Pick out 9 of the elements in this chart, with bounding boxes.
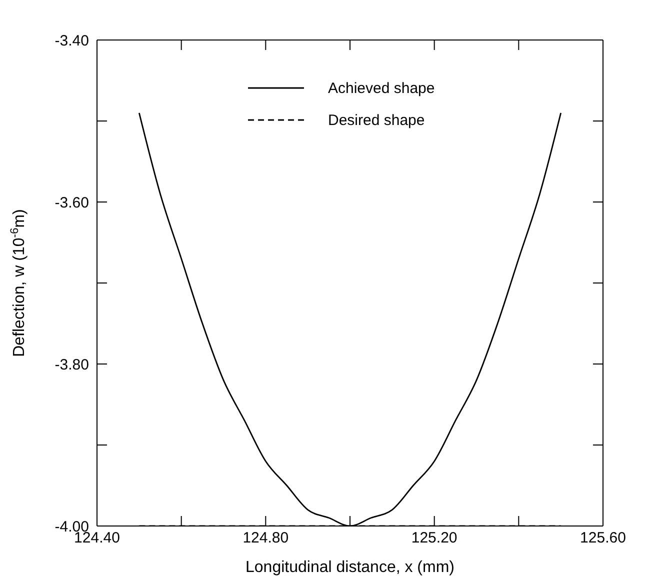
x-axis-title: Longitudinal distance, x (mm) xyxy=(246,559,454,576)
y-tick-label: -3.60 xyxy=(54,194,89,212)
x-tick-label: 125.60 xyxy=(580,530,626,547)
x-tick-label: 124.80 xyxy=(242,530,289,547)
y-tick-label: -3.80 xyxy=(54,356,89,374)
legend-label: Achieved shape xyxy=(328,80,435,96)
x-tick-label: 125.20 xyxy=(411,530,458,547)
y-tick-label: -3.40 xyxy=(54,32,89,50)
legend-label: Desired shape xyxy=(328,112,425,128)
